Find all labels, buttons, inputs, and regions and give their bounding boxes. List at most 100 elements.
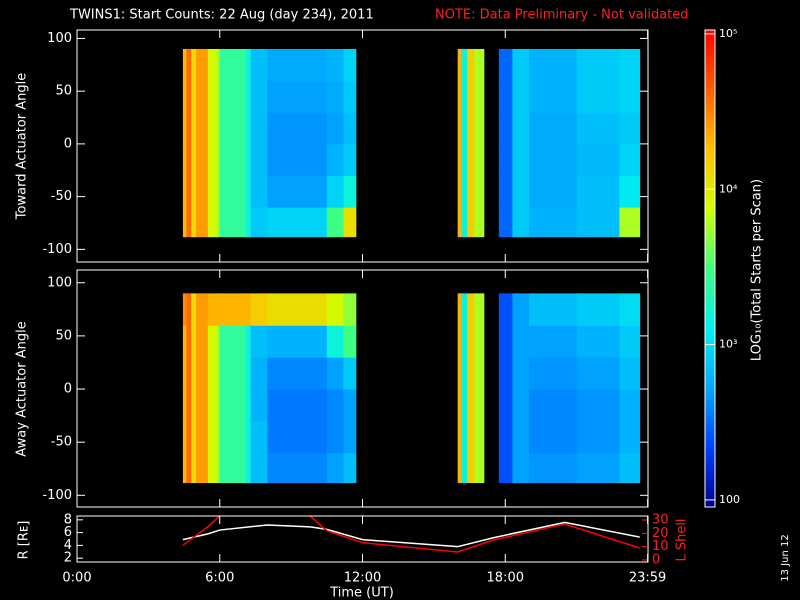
heatmap-cell	[219, 175, 247, 208]
heatmap-cell	[250, 207, 268, 238]
heatmap-cell	[576, 325, 620, 358]
heatmap-cell	[207, 80, 218, 113]
heatmap-cell	[619, 293, 641, 326]
y-tick-label: 50	[55, 328, 72, 343]
heatmap-cell	[474, 207, 485, 238]
heatmap-cell	[245, 325, 252, 358]
heatmap-cell	[182, 48, 187, 82]
heatmap-cell	[461, 420, 468, 454]
heatmap-cell	[245, 357, 252, 390]
heatmap-cell	[461, 112, 468, 145]
heatmap-cell	[529, 48, 578, 82]
heatmap-cell	[191, 452, 197, 484]
heatmap-cell	[217, 112, 221, 145]
heatmap-cell	[182, 207, 187, 238]
heatmap-cell	[182, 357, 187, 390]
heatmap-cell	[619, 325, 641, 358]
heatmap-cell	[195, 112, 209, 145]
heatmap-cell	[191, 420, 197, 454]
heatmap-cell	[186, 207, 192, 238]
heatmap-cell	[217, 357, 221, 390]
heatmap-cell	[498, 80, 513, 113]
heatmap-cell	[217, 420, 221, 454]
heatmap-cell	[245, 48, 252, 82]
colorbar-tick-label: 10³	[719, 338, 737, 351]
heatmap-cell	[343, 389, 357, 422]
colorbar	[704, 29, 716, 508]
heatmap-cell	[326, 175, 344, 208]
heatmap-cell	[326, 143, 344, 177]
heatmap-cell	[217, 452, 221, 484]
heatmap-cell	[217, 175, 221, 208]
heatmap-cell	[195, 325, 209, 358]
heatmap-cell	[343, 175, 357, 208]
heatmap-cell	[619, 207, 641, 238]
heatmap-cell	[250, 293, 268, 326]
heatmap-cell	[191, 112, 197, 145]
heatmap-cell	[512, 207, 530, 238]
heatmap-cell	[457, 207, 462, 238]
x-axis-label: Time (UT)	[329, 586, 394, 600]
heatmap-cell	[467, 143, 475, 177]
y-tick-label: -100	[42, 488, 72, 503]
heatmap-cell	[250, 112, 268, 145]
heatmap-cell	[467, 420, 475, 454]
heatmap-cell	[457, 389, 462, 422]
heatmap-cell	[498, 48, 513, 82]
colorbar-tick-label: 10⁴	[719, 182, 738, 195]
heatmap-cell	[219, 112, 247, 145]
heatmap-cell	[498, 112, 513, 145]
heatmap-cell	[498, 420, 513, 454]
heatmap-cell	[219, 420, 247, 454]
heatmap-cell	[461, 452, 468, 484]
heatmap-cell	[461, 389, 468, 422]
heatmap-cell	[576, 207, 620, 238]
heatmap-cell	[457, 80, 462, 113]
y2-tick-label: 20	[652, 526, 669, 541]
heatmap-cell	[191, 143, 197, 177]
heatmap-cell	[498, 357, 513, 390]
heatmap-cell	[343, 48, 357, 82]
heatmap-cell	[250, 357, 268, 390]
heatmap-cell	[326, 452, 344, 484]
heatmap-cell	[217, 207, 221, 238]
heatmap-cell	[498, 143, 513, 177]
heatmap-cell	[186, 80, 192, 113]
heatmap-cell	[267, 389, 328, 422]
heatmap-cell	[217, 80, 221, 113]
heatmap-cell	[186, 48, 192, 82]
note: NOTE: Data Preliminary - Not validated	[435, 8, 689, 23]
heatmap-cell	[529, 325, 578, 358]
heatmap-cell	[219, 80, 247, 113]
heatmap-cell	[576, 143, 620, 177]
y-tick-label: -50	[51, 435, 72, 450]
heatmap-cell	[619, 175, 641, 208]
heatmap-cell	[619, 420, 641, 454]
heatmap-cell	[512, 112, 530, 145]
heatmap-cell	[461, 293, 468, 326]
y2-tick-label: 30	[652, 513, 669, 528]
y-tick-label: 100	[47, 275, 72, 290]
heatmap-cell	[576, 293, 620, 326]
heatmap-cell	[474, 420, 485, 454]
heatmap-cell	[498, 325, 513, 358]
heatmap-cell	[474, 389, 485, 422]
heatmap-cell	[219, 48, 247, 82]
heatmap-cell	[467, 293, 475, 326]
heatmap-cell	[182, 80, 187, 113]
heatmap-cell	[619, 143, 641, 177]
heatmap-cell	[457, 48, 462, 82]
heatmap-cell	[250, 452, 268, 484]
heatmap-cell	[267, 48, 328, 82]
heatmap-cell	[267, 112, 328, 145]
heatmap-cell	[207, 293, 218, 326]
heatmap-cell	[191, 175, 197, 208]
heatmap-cell	[182, 389, 187, 422]
heatmap-cell	[343, 143, 357, 177]
heatmap-cell	[207, 207, 218, 238]
heatmap-cell	[619, 112, 641, 145]
heatmap-cell	[186, 452, 192, 484]
heatmap-cell	[461, 80, 468, 113]
heatmap-cell	[250, 143, 268, 177]
heatmap-cell	[576, 452, 620, 484]
